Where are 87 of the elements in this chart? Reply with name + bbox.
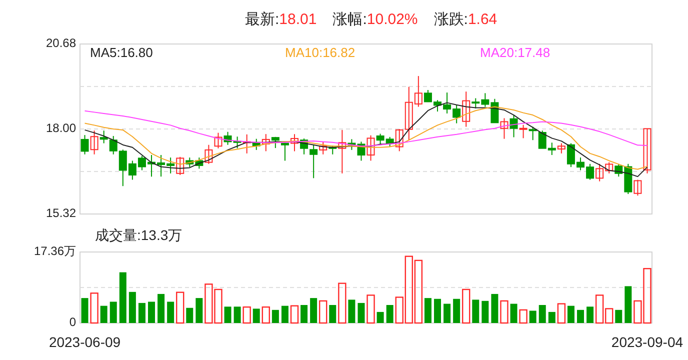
bar bbox=[262, 306, 270, 324]
bar bbox=[158, 294, 165, 323]
candlestick bbox=[310, 144, 318, 179]
bar bbox=[319, 300, 328, 324]
bar bbox=[100, 306, 108, 323]
candlestick bbox=[462, 91, 470, 128]
candlestick bbox=[90, 130, 98, 155]
bar bbox=[242, 306, 251, 324]
bar bbox=[119, 272, 126, 323]
chart-title: 成交量:13.3万 bbox=[95, 227, 182, 243]
candlestick bbox=[280, 141, 289, 162]
bar bbox=[577, 310, 584, 323]
bar bbox=[491, 294, 498, 323]
bar bbox=[500, 300, 508, 324]
candlestick bbox=[204, 144, 213, 164]
bar bbox=[310, 298, 318, 323]
bar bbox=[252, 308, 260, 323]
bar bbox=[548, 312, 556, 323]
bar bbox=[186, 308, 194, 323]
bar bbox=[434, 298, 441, 323]
bar bbox=[615, 310, 622, 323]
bar bbox=[348, 300, 356, 323]
bar bbox=[176, 292, 184, 324]
bar bbox=[300, 305, 308, 323]
bar bbox=[338, 282, 346, 324]
bar bbox=[376, 312, 384, 323]
bar bbox=[138, 302, 146, 323]
text: MA20:17.48 bbox=[480, 45, 550, 60]
candlestick bbox=[214, 132, 222, 149]
candlestick bbox=[338, 129, 346, 174]
bar bbox=[110, 302, 117, 323]
bar bbox=[366, 294, 375, 324]
candlestick bbox=[643, 128, 652, 174]
bar bbox=[272, 310, 279, 323]
candlestick bbox=[242, 134, 251, 154]
candlestick bbox=[100, 130, 108, 144]
y-tick-label: 0 bbox=[69, 315, 76, 330]
bar bbox=[234, 306, 241, 323]
candlestick bbox=[80, 134, 89, 155]
candlestick bbox=[634, 179, 642, 196]
bar bbox=[90, 292, 98, 324]
text: MA10:16.82 bbox=[285, 45, 356, 60]
y-tick-label: 15.32 bbox=[46, 206, 76, 220]
bar bbox=[81, 298, 88, 323]
y-tick-label: 20.68 bbox=[46, 36, 76, 50]
bar bbox=[424, 298, 432, 323]
bar bbox=[281, 306, 288, 323]
bar bbox=[148, 302, 155, 323]
bar bbox=[482, 300, 489, 323]
candlestick bbox=[290, 134, 298, 152]
bar bbox=[538, 305, 546, 323]
y-tick-label: 17.36万 bbox=[34, 244, 76, 258]
x-tick-label: 2023-06-09 bbox=[48, 334, 121, 350]
text: 涨跌:1.64 bbox=[434, 11, 498, 28]
bar bbox=[624, 286, 632, 323]
candlestick bbox=[519, 124, 528, 139]
bar bbox=[472, 300, 480, 323]
bar bbox=[567, 306, 574, 323]
bar bbox=[329, 305, 336, 323]
bar bbox=[453, 298, 460, 323]
candlestick bbox=[500, 118, 508, 140]
text: 最新:18.01 bbox=[245, 11, 317, 28]
bar bbox=[196, 298, 203, 323]
bar bbox=[519, 309, 528, 324]
bar bbox=[529, 310, 536, 323]
candlestick bbox=[262, 134, 270, 152]
bar bbox=[510, 304, 518, 323]
bar bbox=[128, 292, 136, 323]
bar bbox=[557, 303, 566, 324]
bar bbox=[462, 288, 470, 324]
candlestick bbox=[510, 114, 518, 138]
y-tick-label: 18.00 bbox=[46, 121, 76, 136]
candlestick bbox=[366, 134, 375, 162]
bar bbox=[444, 304, 451, 323]
bar bbox=[358, 302, 365, 323]
bar bbox=[586, 306, 594, 323]
x-tick-label: 2023-09-04 bbox=[611, 334, 684, 350]
candlestick bbox=[557, 142, 566, 154]
text: 涨幅:10.02% bbox=[332, 11, 418, 28]
bar bbox=[290, 305, 299, 324]
candlestick bbox=[528, 126, 537, 141]
bar bbox=[386, 305, 394, 323]
candlestick bbox=[319, 141, 328, 155]
text: MA5:16.80 bbox=[90, 45, 153, 60]
bar bbox=[167, 302, 174, 323]
candlestick bbox=[176, 156, 184, 176]
bar bbox=[224, 306, 232, 323]
